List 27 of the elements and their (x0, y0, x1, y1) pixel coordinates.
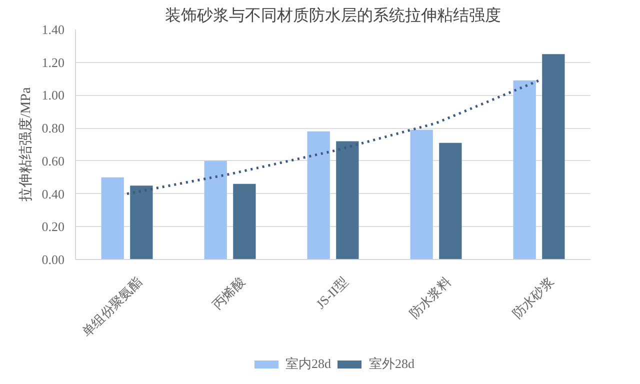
bar (336, 141, 359, 260)
y-tick-label: 1.40 (42, 22, 64, 37)
bar (204, 160, 227, 260)
y-tick-label: 0.60 (42, 153, 64, 168)
bar (513, 80, 536, 260)
y-tick-label: 0.20 (42, 219, 64, 234)
y-axis-title: 拉伸粘结强度/MPa (18, 86, 34, 202)
bar (233, 184, 256, 260)
bar (130, 186, 153, 260)
x-tick-label: 单组份聚氨酯 (78, 274, 145, 340)
bar (307, 131, 330, 260)
x-tick-label: 丙烯酸 (209, 274, 248, 312)
legend-label: 室外28d (369, 355, 414, 373)
line-series (126, 79, 540, 196)
legend-label: 室内28d (286, 355, 331, 373)
chart-title: 装饰砂浆与不同材质防水层的系统拉伸粘结强度 (165, 6, 501, 24)
bar (101, 177, 124, 260)
y-tick-label: 0.40 (42, 186, 64, 202)
y-tick-label: 1.00 (42, 88, 64, 103)
x-tick-label: 防水砂浆 (509, 274, 557, 322)
bar (542, 54, 565, 260)
y-tick-label: 0.80 (42, 120, 64, 136)
y-tick-label: 0.00 (42, 252, 64, 267)
y-tick-label: 1.20 (42, 54, 64, 70)
bar (410, 130, 433, 260)
x-tick-label: 防水浆料 (406, 274, 454, 322)
bar (439, 142, 462, 260)
